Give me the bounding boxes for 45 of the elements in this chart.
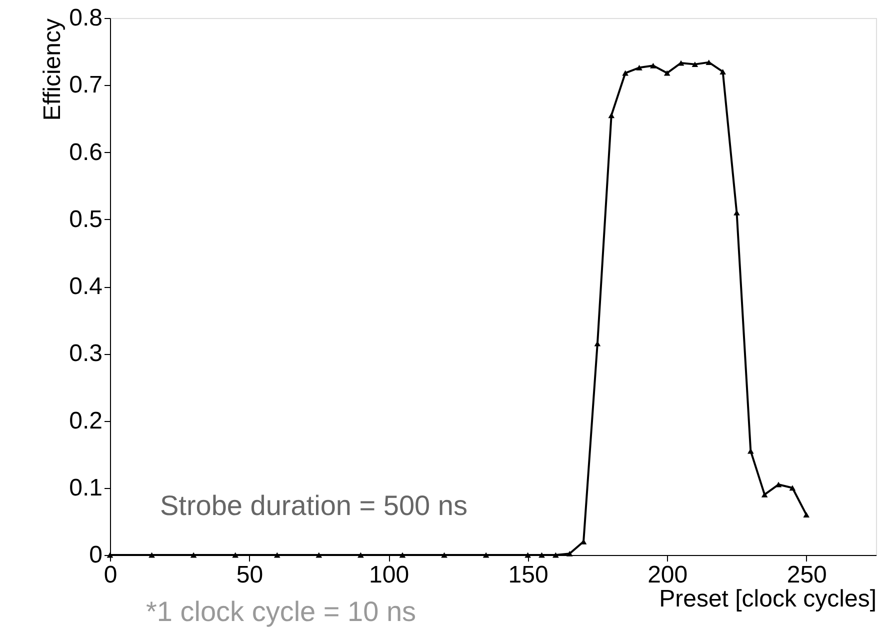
x-tick-label: 150 [508, 562, 548, 588]
point [566, 550, 573, 556]
point [316, 552, 322, 558]
point [274, 552, 280, 558]
y-tick-label: 0.1 [69, 474, 102, 502]
point [538, 552, 545, 558]
point [650, 62, 656, 68]
point [720, 68, 726, 74]
point [358, 552, 364, 558]
point [678, 60, 684, 66]
point [664, 70, 670, 76]
point [622, 70, 628, 76]
point [692, 62, 698, 68]
y-tick-label: 0.3 [69, 340, 102, 368]
point [524, 552, 531, 558]
y-tick-label: 0.2 [69, 407, 102, 434]
point [106, 552, 114, 558]
y-axis-title: Efficiency [39, 18, 66, 121]
annotation: Strobe duration = 500 ns [160, 490, 468, 521]
point [441, 552, 448, 558]
x-tick-label: 100 [369, 562, 410, 588]
point [608, 112, 615, 118]
y-tick-label: 0.4 [69, 273, 102, 300]
y-tick-label: 0.6 [69, 138, 102, 166]
point [803, 512, 810, 518]
point [148, 552, 155, 558]
x-tick-label: 200 [648, 562, 688, 588]
x-tick-label: 250 [786, 562, 827, 588]
y-tick-label: 0.8 [69, 4, 102, 32]
point [636, 64, 642, 70]
point [482, 552, 490, 558]
y-tick-label: 0.5 [69, 206, 102, 233]
y-tick-label: 0 [89, 542, 102, 568]
point [399, 552, 406, 558]
point [594, 340, 601, 346]
point [190, 552, 197, 558]
point [789, 485, 796, 491]
text: *1 clock cycle = 10 ns [146, 596, 416, 627]
point [775, 482, 782, 488]
x-tick-label: 50 [236, 562, 264, 588]
y-tick-label: 0.7 [69, 72, 102, 99]
x-axis-title: Preset [clock cycles] [659, 586, 876, 612]
point [552, 552, 559, 558]
point [761, 492, 768, 498]
point [232, 552, 239, 558]
